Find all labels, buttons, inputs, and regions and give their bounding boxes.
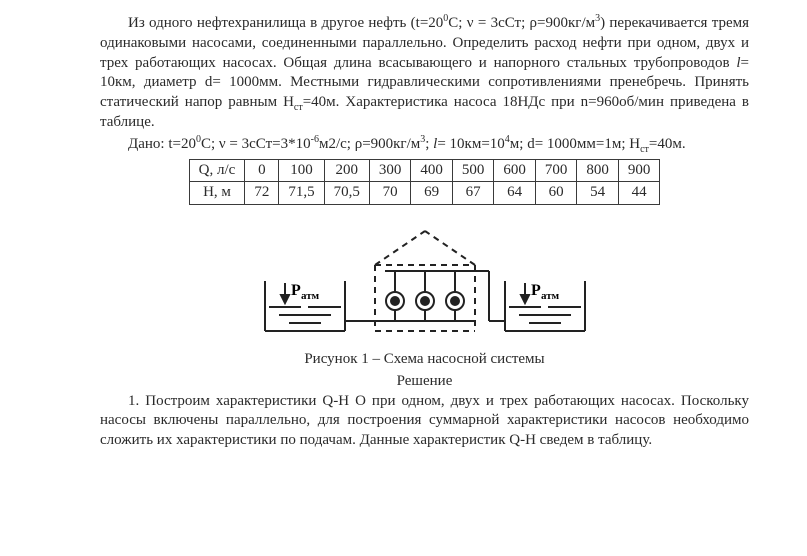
pump-data-table: Q, л/с 0 100 200 300 400 500 600 700 800…	[189, 159, 661, 206]
table-row: Q, л/с 0 100 200 300 400 500 600 700 800…	[189, 159, 660, 182]
problem-paragraph-1: Из одного нефтехранилища в другое нефть …	[100, 14, 749, 133]
figure-wrapper: Р атм Р атм	[100, 211, 749, 348]
figure-caption: Рисунок 1 – Схема насосной системы	[100, 350, 749, 370]
solution-paragraph-1: 1. Построим характеристики Q-H О при одн…	[100, 392, 749, 451]
svg-text:атм: атм	[541, 290, 560, 302]
row1-label: Q, л/с	[189, 159, 245, 182]
given-paragraph: Дано: t=200C; ν = 3сСт=3*10-6м2/с; ρ=900…	[100, 135, 749, 155]
svg-text:Р: Р	[291, 282, 301, 299]
solution-heading: Решение	[100, 372, 749, 392]
svg-text:Р: Р	[531, 282, 541, 299]
pump-schematic-diagram: Р атм Р атм	[245, 211, 605, 341]
row2-label: Н, м	[189, 182, 245, 205]
svg-text:атм: атм	[301, 290, 320, 302]
table-row: Н, м 72 71,5 70,5 70 69 67 64 60 54 44	[189, 182, 660, 205]
